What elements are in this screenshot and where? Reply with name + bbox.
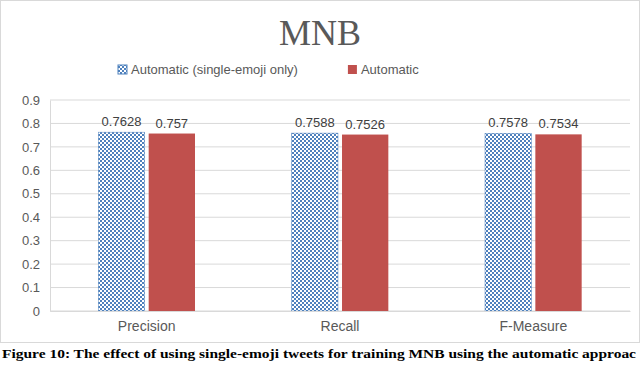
y-tick-label: 0.6: [22, 163, 40, 178]
data-label: 0.7588: [295, 115, 335, 130]
y-tick: 0: [33, 304, 50, 319]
y-tick-label: 0.7: [22, 140, 40, 155]
y-tick-label: 0: [33, 304, 40, 319]
y-axis: 0 0.1 0.2 0.3 0.4 0.5 0.6 0.7 0.8 0.9: [22, 93, 51, 319]
bar: [485, 133, 531, 311]
y-tick: 0.4: [22, 210, 50, 225]
caption: Figure 10: The effect of using single-em…: [2, 347, 637, 361]
x-tick: F-Measure: [499, 311, 567, 334]
bar: [342, 135, 388, 311]
y-tick: 0.2: [22, 257, 50, 272]
data-label: 0.7628: [102, 114, 142, 129]
data-labels: 0.7628 0.7588 0.7578 0.757 0.7526 0.7534: [102, 114, 579, 131]
y-tick-label: 0.2: [22, 257, 40, 272]
bar: [292, 133, 338, 311]
x-tick: Precision: [118, 311, 176, 334]
y-tick: 0.3: [22, 233, 50, 248]
bar: [535, 134, 581, 311]
data-label: 0.757: [156, 116, 189, 131]
y-tick-label: 0.1: [22, 280, 40, 295]
data-label: 0.7526: [345, 117, 385, 132]
y-tick-label: 0.5: [22, 186, 40, 201]
x-tick: Recall: [321, 311, 360, 334]
chart: MNBAutomatic (single-emoji only)Automati…: [0, 0, 640, 365]
y-tick-label: 0.8: [22, 116, 40, 131]
y-tick: 0.7: [22, 140, 50, 155]
chart-frame: [1, 1, 640, 343]
y-axis-line: [50, 101, 51, 312]
x-tick-label: Recall: [321, 318, 360, 334]
y-tick-label: 0.9: [22, 93, 40, 108]
grid-line: [50, 100, 630, 101]
y-tick: 0.5: [22, 186, 50, 201]
x-tick-label: F-Measure: [499, 318, 567, 334]
legend-swatch: [118, 65, 127, 74]
x-axis: Precision Recall F-Measure: [51, 311, 631, 334]
bar: [149, 134, 195, 311]
y-tick-label: 0.3: [22, 233, 40, 248]
y-tick: 0.9: [22, 93, 50, 108]
y-tick-label: 0.4: [22, 210, 40, 225]
title: MNB: [279, 13, 361, 53]
x-axis-line: [51, 311, 631, 312]
x-tick-label: Precision: [118, 318, 176, 334]
bars: [98, 132, 581, 311]
y-tick: 0.8: [22, 116, 50, 131]
legend-swatch: [348, 65, 357, 74]
legend-label: Automatic (single-emoji only): [131, 62, 298, 77]
y-tick: 0.6: [22, 163, 50, 178]
legend-label: Automatic: [361, 62, 419, 77]
legend: Automatic (single-emoji only) Automatic: [118, 62, 419, 77]
bar: [98, 132, 144, 311]
data-label: 0.7534: [539, 116, 579, 131]
data-label: 0.7578: [488, 115, 528, 130]
y-tick: 0.1: [22, 280, 50, 295]
